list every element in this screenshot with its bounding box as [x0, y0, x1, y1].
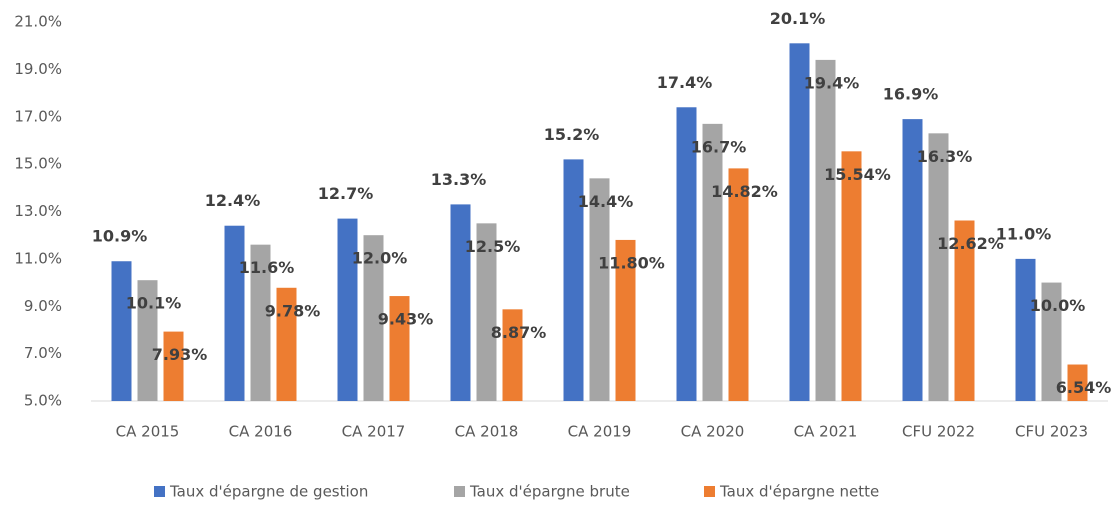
x-tick-label: CA 2019 [568, 423, 632, 441]
bar [1041, 282, 1062, 401]
y-tick-label: 7.0% [24, 344, 62, 362]
bar [337, 218, 358, 401]
legend-label: Taux d'épargne brute [469, 483, 630, 501]
bar [111, 261, 132, 401]
bar [1015, 258, 1036, 401]
data-label: 11.6% [239, 258, 295, 277]
x-tick-label: CA 2015 [116, 423, 180, 441]
data-label: 13.3% [431, 170, 487, 189]
data-label: 6.54% [1056, 378, 1112, 397]
bar [928, 133, 949, 402]
data-label: 9.43% [378, 310, 434, 329]
x-tick-label: CFU 2022 [902, 423, 975, 441]
bar [476, 223, 497, 401]
data-label: 16.9% [883, 85, 939, 104]
legend-swatch [704, 486, 715, 497]
data-label: 11.80% [598, 253, 665, 272]
data-label: 8.87% [491, 323, 547, 342]
bar [841, 151, 862, 401]
data-label: 19.4% [804, 73, 860, 92]
bar [676, 107, 697, 402]
bar [615, 239, 636, 401]
y-tick-label: 11.0% [14, 249, 62, 267]
data-label: 12.0% [352, 249, 408, 268]
y-tick-label: 13.0% [14, 202, 62, 220]
legend-label: Taux d'épargne nette [719, 483, 879, 501]
data-label: 12.5% [465, 237, 521, 256]
x-tick-label: CA 2020 [681, 423, 745, 441]
data-label: 7.93% [152, 345, 208, 364]
bar [1067, 364, 1088, 401]
data-label: 11.0% [996, 224, 1052, 243]
data-label: 9.78% [265, 301, 321, 320]
y-tick-label: 15.0% [14, 155, 62, 173]
y-tick-label: 17.0% [14, 107, 62, 125]
legend-swatch [154, 486, 165, 497]
bar [163, 331, 184, 401]
bar [363, 235, 384, 401]
bar [728, 168, 749, 401]
data-label: 12.4% [205, 191, 261, 210]
bar [589, 178, 610, 401]
x-tick-label: CA 2021 [794, 423, 858, 441]
legend-label: Taux d'épargne de gestion [169, 483, 368, 501]
y-tick-label: 21.0% [14, 13, 62, 31]
y-tick-label: 9.0% [24, 297, 62, 315]
data-label: 14.82% [711, 182, 778, 201]
bar [902, 119, 923, 402]
bar [815, 59, 836, 402]
data-label: 10.0% [1030, 296, 1086, 315]
data-label: 14.4% [578, 192, 634, 211]
data-label: 12.7% [318, 184, 374, 203]
bar [450, 204, 471, 401]
data-label: 16.3% [917, 147, 973, 166]
data-label: 12.62% [937, 234, 1004, 253]
data-label: 20.1% [770, 9, 826, 28]
data-label: 17.4% [657, 73, 713, 92]
data-label: 10.1% [126, 294, 182, 313]
bar [276, 287, 297, 401]
x-tick-label: CA 2017 [342, 423, 406, 441]
bar [954, 220, 975, 401]
data-label: 16.7% [691, 137, 747, 156]
bar [502, 309, 523, 401]
bar [250, 244, 271, 401]
bar [137, 280, 158, 401]
bar [224, 225, 245, 401]
bar [563, 159, 584, 401]
x-tick-label: CFU 2023 [1015, 423, 1088, 441]
legend-swatch [454, 486, 465, 497]
data-label: 15.54% [824, 165, 891, 184]
data-label: 10.9% [92, 227, 148, 246]
y-tick-label: 19.0% [14, 60, 62, 78]
x-tick-label: CA 2018 [455, 423, 519, 441]
data-label: 15.2% [544, 125, 600, 144]
bar [702, 123, 723, 401]
bar [389, 296, 410, 401]
bar [789, 43, 810, 401]
y-tick-label: 5.0% [24, 392, 62, 410]
x-tick-label: CA 2016 [229, 423, 293, 441]
